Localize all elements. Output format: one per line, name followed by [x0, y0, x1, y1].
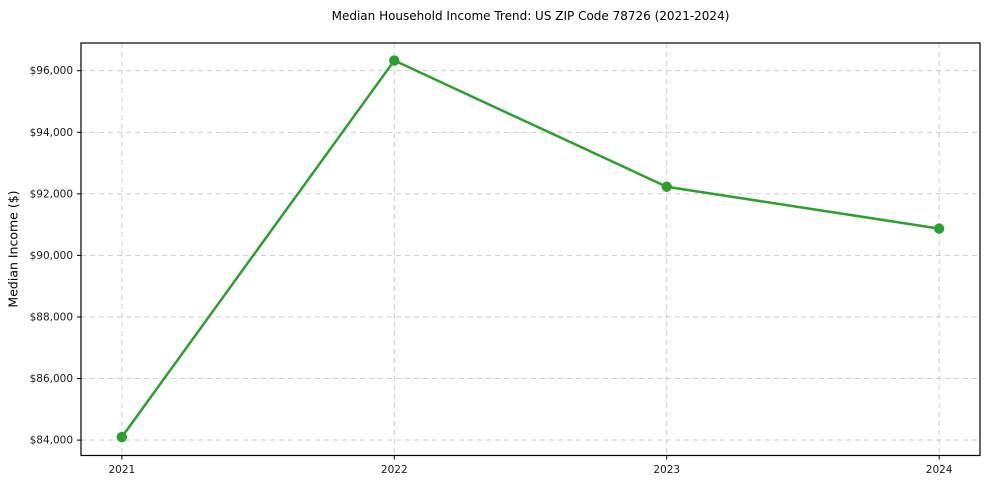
x-tick-label: 2021 [108, 464, 135, 476]
y-tick-label: $92,000 [30, 188, 73, 200]
y-tick-label: $96,000 [30, 65, 73, 77]
x-tick-label: 2022 [381, 464, 408, 476]
y-tick-label: $86,000 [30, 373, 73, 385]
x-tick-label: 2023 [653, 464, 680, 476]
data-point [116, 431, 128, 443]
plot-border [80, 42, 981, 457]
x-tick-label: 2024 [926, 464, 953, 476]
chart-title: Median Household Income Trend: US ZIP Co… [331, 9, 730, 23]
y-tick-label: $90,000 [30, 250, 73, 262]
data-point [933, 223, 945, 234]
data-point [389, 55, 400, 66]
data-point [661, 181, 672, 192]
y-tick-label: $84,000 [30, 435, 73, 447]
y-tick-label: $94,000 [30, 127, 73, 139]
y-tick-label: $88,000 [30, 311, 73, 323]
trend-line [120, 59, 941, 439]
